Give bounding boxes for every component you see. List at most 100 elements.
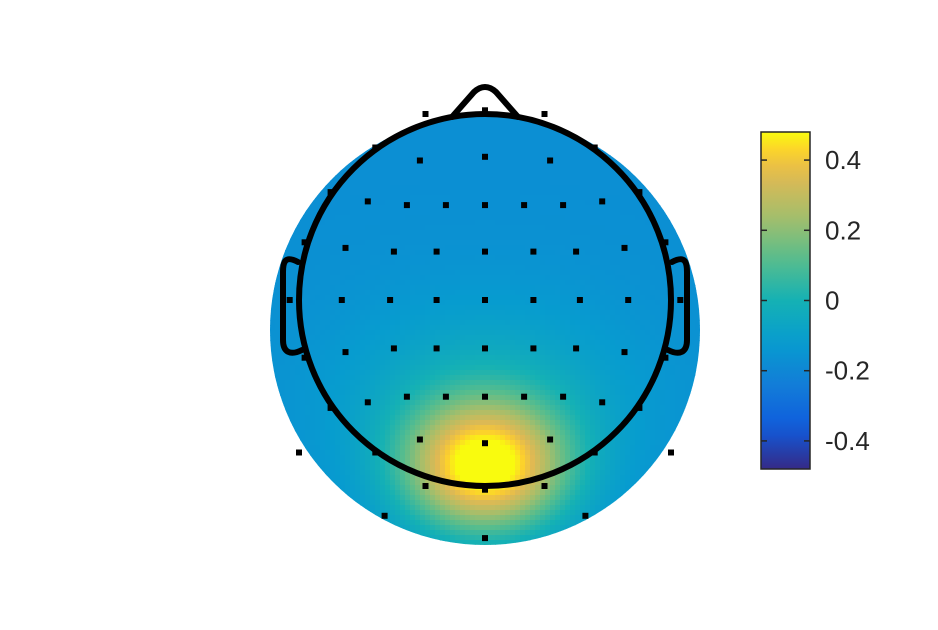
heatmap-cell — [340, 380, 346, 386]
heatmap-cell — [535, 385, 541, 391]
heatmap-cell — [630, 405, 636, 411]
heatmap-cell — [665, 385, 671, 391]
heatmap-cell — [470, 345, 476, 351]
heatmap-cell — [310, 200, 316, 206]
heatmap-cell — [355, 350, 361, 356]
heatmap-cell — [320, 330, 326, 336]
heatmap-cell — [465, 230, 471, 236]
heatmap-cell — [505, 395, 511, 401]
heatmap-cell — [315, 410, 321, 416]
heatmap-cell — [560, 180, 566, 186]
heatmap-cell — [395, 320, 401, 326]
heatmap-cell — [455, 440, 461, 446]
heatmap-cell — [540, 270, 546, 276]
heatmap-cell — [525, 200, 531, 206]
heatmap-cell — [365, 170, 371, 176]
heatmap-cell — [560, 355, 566, 361]
heatmap-cell — [365, 195, 371, 201]
heatmap-cell — [580, 370, 586, 376]
heatmap-cell — [610, 190, 616, 196]
heatmap-cell — [320, 270, 326, 276]
heatmap-cell — [460, 350, 466, 356]
heatmap-cell — [495, 195, 501, 201]
heatmap-cell — [525, 440, 531, 446]
heatmap-cell — [425, 285, 431, 291]
heatmap-cell — [590, 320, 596, 326]
heatmap-cell — [580, 150, 586, 156]
heatmap-cell — [555, 395, 561, 401]
heatmap-cell — [410, 335, 416, 341]
heatmap-cell — [580, 265, 586, 271]
heatmap-cell — [575, 200, 581, 206]
heatmap-cell — [335, 200, 341, 206]
heatmap-cell — [520, 145, 526, 151]
heatmap-cell — [545, 265, 551, 271]
heatmap-cell — [645, 360, 651, 366]
heatmap-cell — [345, 270, 351, 276]
heatmap-cell — [570, 220, 576, 226]
heatmap-cell — [660, 275, 666, 281]
heatmap-cell — [290, 250, 296, 256]
heatmap-cell — [335, 165, 341, 171]
heatmap-cell — [440, 125, 446, 131]
heatmap-cell — [565, 265, 571, 271]
heatmap-cell — [355, 445, 361, 451]
heatmap-cell — [460, 420, 466, 426]
heatmap-cell — [655, 240, 661, 246]
heatmap-cell — [400, 220, 406, 226]
heatmap-cell — [275, 310, 281, 316]
heatmap-cell — [425, 165, 431, 171]
heatmap-cell — [490, 170, 496, 176]
heatmap-cell — [515, 345, 521, 351]
heatmap-cell — [470, 445, 476, 451]
heatmap-cell — [440, 185, 446, 191]
heatmap-cell — [475, 300, 481, 306]
heatmap-cell — [295, 215, 301, 221]
heatmap-cell — [670, 365, 676, 371]
heatmap-cell — [405, 360, 411, 366]
heatmap-cell — [450, 170, 456, 176]
heatmap-cell — [365, 210, 371, 216]
heatmap-cell — [485, 175, 491, 181]
heatmap-cell — [545, 135, 551, 141]
heatmap-cell — [395, 140, 401, 146]
heatmap-cell — [665, 360, 671, 366]
heatmap-cell — [495, 365, 501, 371]
heatmap-cell — [545, 255, 551, 261]
heatmap-cell — [570, 410, 576, 416]
heatmap-cell — [455, 400, 461, 406]
heatmap-cell — [675, 305, 681, 311]
heatmap-cell — [480, 230, 486, 236]
heatmap-cell — [485, 310, 491, 316]
heatmap-cell — [600, 355, 606, 361]
heatmap-cell — [355, 420, 361, 426]
heatmap-cell — [270, 355, 276, 361]
heatmap-cell — [480, 190, 486, 196]
heatmap-cell — [360, 235, 366, 241]
heatmap-cell — [500, 265, 506, 271]
heatmap-cell — [390, 380, 396, 386]
heatmap-cell — [400, 390, 406, 396]
heatmap-cell — [455, 280, 461, 286]
heatmap-cell — [670, 340, 676, 346]
heatmap-cell — [510, 215, 516, 221]
heatmap-cell — [510, 410, 516, 416]
heatmap-cell — [570, 445, 576, 451]
heatmap-cell — [395, 335, 401, 341]
heatmap-cell — [295, 250, 301, 256]
heatmap-cell — [600, 180, 606, 186]
heatmap-cell — [520, 300, 526, 306]
heatmap-cell — [345, 180, 351, 186]
heatmap-cell — [310, 290, 316, 296]
heatmap-cell — [555, 220, 561, 226]
heatmap-cell — [530, 170, 536, 176]
heatmap-cell — [425, 415, 431, 421]
heatmap-cell — [275, 375, 281, 381]
heatmap-cell — [520, 250, 526, 256]
heatmap-cell — [520, 150, 526, 156]
heatmap-cell — [330, 260, 336, 266]
heatmap-cell — [660, 225, 666, 231]
heatmap-cell — [535, 210, 541, 216]
heatmap-cell — [620, 215, 626, 221]
heatmap-cell — [665, 435, 671, 441]
